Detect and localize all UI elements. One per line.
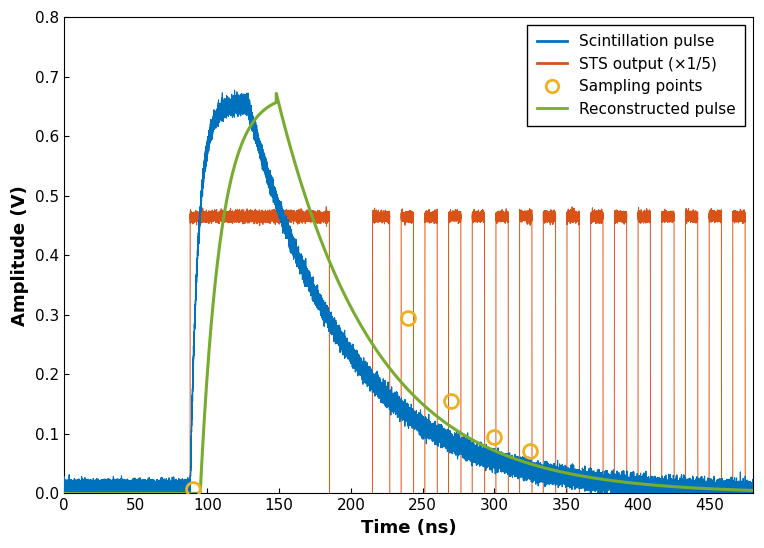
Y-axis label: Amplitude (V): Amplitude (V)	[11, 185, 29, 326]
Legend: Scintillation pulse, STS output (×1/5), Sampling points, Reconstructed pulse: Scintillation pulse, STS output (×1/5), …	[527, 25, 745, 126]
X-axis label: Time (ns): Time (ns)	[361, 519, 456, 537]
